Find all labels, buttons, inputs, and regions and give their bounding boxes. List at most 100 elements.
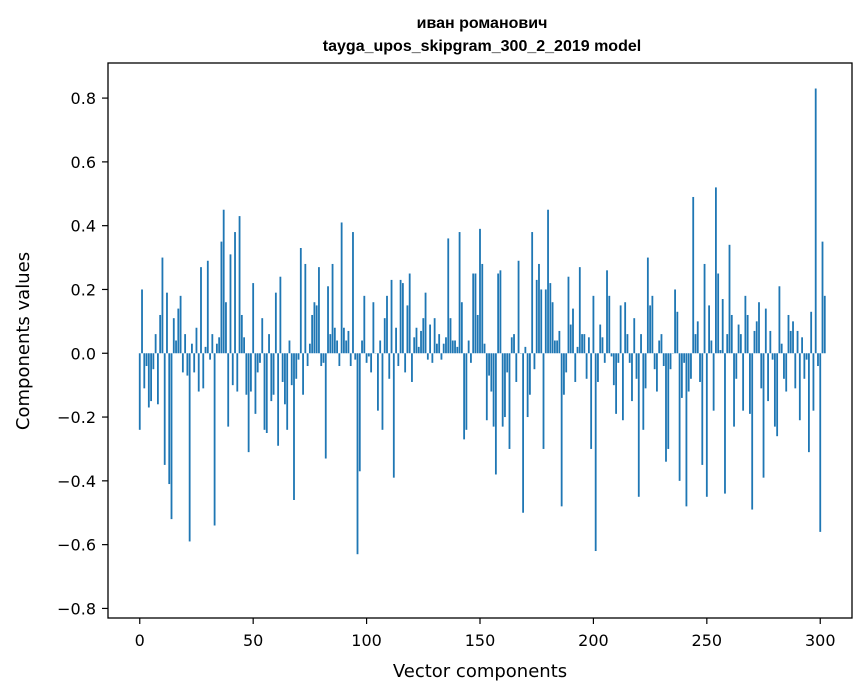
bar-290 — [796, 330, 799, 354]
y-tick-label-8: 0.8 — [71, 89, 96, 108]
bar-7 — [154, 334, 157, 354]
bar-118 — [406, 305, 409, 354]
bar-15 — [172, 318, 175, 354]
bar-172 — [529, 353, 531, 395]
bar-157 — [494, 353, 497, 475]
bar-70 — [297, 353, 300, 360]
bar-112 — [392, 353, 395, 478]
x-tick-label-3: 150 — [465, 631, 496, 650]
bar-194 — [578, 267, 581, 354]
bar-177 — [540, 289, 543, 354]
bar-20 — [184, 334, 187, 354]
bar-99 — [363, 295, 366, 354]
bar-163 — [508, 353, 511, 449]
bar-12 — [166, 292, 168, 354]
bar-129 — [431, 353, 434, 363]
bar-130 — [433, 318, 436, 354]
bar-40 — [229, 254, 232, 354]
bar-208 — [610, 353, 613, 357]
bar-155 — [490, 353, 493, 392]
bar-76 — [311, 314, 314, 354]
bar-204 — [601, 337, 604, 354]
chart-title: иван романович — [417, 15, 548, 32]
bar-5 — [150, 353, 152, 402]
bar-202 — [597, 353, 599, 382]
bar-108 — [383, 318, 386, 354]
bar-220 — [637, 353, 640, 497]
bar-219 — [635, 353, 638, 379]
bar-28 — [202, 353, 205, 389]
bar-135 — [445, 337, 447, 354]
bar-200 — [592, 295, 595, 354]
bar-159 — [499, 270, 502, 354]
bar-46 — [243, 337, 245, 354]
bar-228 — [656, 353, 658, 392]
bar-237 — [676, 311, 679, 354]
bar-259 — [726, 334, 729, 354]
bar-270 — [751, 353, 754, 510]
bar-266 — [742, 353, 745, 411]
bar-183 — [553, 340, 556, 354]
bar-33 — [213, 353, 216, 526]
bar-225 — [649, 305, 652, 354]
bar-170 — [524, 346, 527, 354]
bar-17 — [177, 308, 180, 354]
x-tick-label-0: 0 — [135, 631, 145, 650]
bar-4 — [147, 353, 150, 408]
bar-289 — [794, 353, 797, 389]
bar-85 — [331, 263, 334, 354]
bar-14 — [170, 353, 173, 520]
bar-35 — [218, 337, 221, 354]
bar-288 — [792, 321, 794, 354]
bar-107 — [381, 353, 384, 430]
bar-101 — [367, 353, 370, 357]
bar-167 — [517, 260, 520, 354]
bar-49 — [250, 353, 252, 392]
bar-37 — [222, 209, 225, 354]
bar-199 — [590, 353, 593, 449]
bar-122 — [415, 327, 418, 354]
bar-143 — [463, 353, 466, 440]
x-tick-label-4: 200 — [578, 631, 609, 650]
bar-42 — [234, 232, 236, 354]
bar-164 — [510, 337, 513, 354]
bar-109 — [386, 295, 388, 354]
bar-98 — [361, 340, 363, 354]
bar-87 — [336, 340, 338, 354]
bar-91 — [345, 340, 348, 354]
bar-81 — [322, 353, 325, 363]
y-tick-label-3: −0.2 — [57, 408, 96, 427]
bar-84 — [329, 334, 332, 354]
bar-258 — [724, 353, 726, 494]
plot-frame — [107, 62, 853, 619]
bar-165 — [513, 334, 515, 354]
bar-106 — [379, 340, 382, 354]
bar-276 — [764, 308, 767, 354]
bar-21 — [186, 353, 189, 376]
bar-63 — [281, 353, 284, 382]
bar-229 — [658, 340, 661, 354]
bar-252 — [710, 340, 713, 354]
bar-284 — [783, 353, 785, 379]
bar-236 — [674, 289, 676, 354]
bar-298 — [814, 88, 817, 354]
y-tick-label-4: 0.0 — [71, 344, 96, 363]
bar-25 — [195, 327, 198, 354]
bar-18 — [179, 295, 182, 354]
bar-38 — [225, 302, 227, 354]
bar-120 — [411, 353, 413, 382]
bar-140 — [456, 346, 459, 354]
bar-193 — [576, 346, 579, 354]
bar-139 — [454, 340, 456, 354]
bar-277 — [767, 353, 769, 402]
bar-209 — [612, 353, 615, 386]
bar-69 — [295, 353, 298, 379]
bar-281 — [776, 353, 779, 437]
bar-226 — [651, 295, 654, 354]
bar-88 — [338, 353, 341, 367]
bar-110 — [388, 353, 391, 379]
y-tick-label-6: 0.4 — [71, 217, 96, 236]
bar-45 — [240, 314, 243, 354]
bar-291 — [798, 353, 801, 421]
